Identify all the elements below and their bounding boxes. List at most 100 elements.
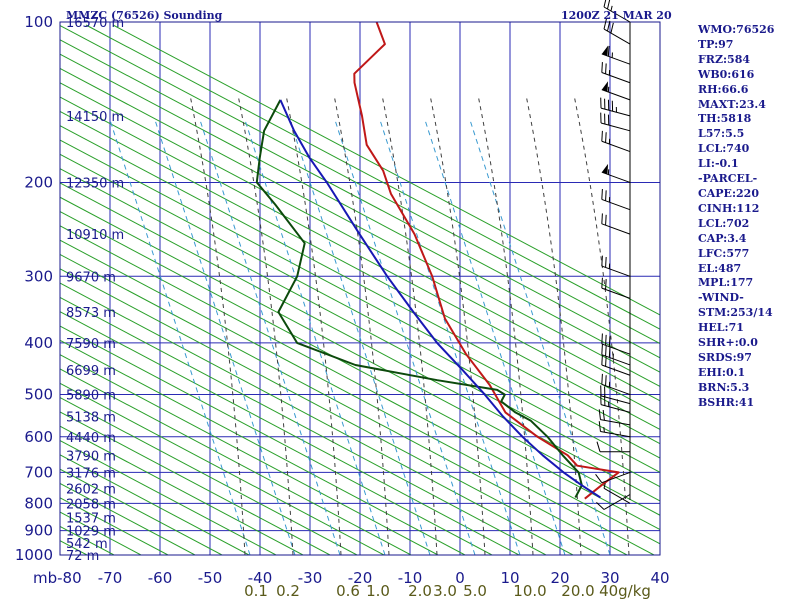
dry-adiabat <box>60 239 655 555</box>
wind-barb <box>598 409 631 426</box>
stat-line: RH:66.6 <box>698 82 749 96</box>
mixing-ratio-tick-label: 5.0 <box>463 582 487 600</box>
wind-barb-feather <box>608 336 611 347</box>
wind-barb-feather <box>601 333 603 344</box>
dry-adiabat <box>60 339 466 555</box>
wind-barb-feather <box>601 62 603 73</box>
temperature-tick-label: -50 <box>198 569 223 587</box>
dry-adiabat <box>60 67 660 388</box>
wind-barb <box>601 45 631 65</box>
dry-adiabat <box>60 325 493 555</box>
dry-adiabat <box>60 39 660 359</box>
wind-barb-staff <box>601 223 631 235</box>
pressure-tick-label: 700 <box>24 463 53 481</box>
sounding-traces <box>255 22 620 500</box>
temperature-tick-label: 10 <box>500 569 519 587</box>
dry-adiabat <box>60 168 660 488</box>
stat-line: L57:5.5 <box>698 127 745 141</box>
stat-line: BSHR:41 <box>698 395 755 409</box>
wind-barb <box>600 112 631 132</box>
dry-adiabat <box>60 53 660 373</box>
wind-barb <box>601 130 631 153</box>
dry-adiabat <box>60 411 331 555</box>
dry-adiabat <box>60 82 660 402</box>
mixing-ratio-tick-label: 0.6 <box>336 582 360 600</box>
dry-adiabat <box>60 139 660 459</box>
wind-barb <box>603 0 631 23</box>
dry-adiabat <box>112 24 660 316</box>
wind-barb-staff <box>601 471 631 484</box>
temperature-tick-label: -60 <box>148 569 173 587</box>
stat-line: MAXT:23.4 <box>698 97 766 111</box>
wind-barb <box>601 81 631 101</box>
wind-barb-feather <box>601 255 603 267</box>
dry-adiabat <box>60 268 601 555</box>
wind-barb-feather <box>606 0 611 10</box>
pressure-tick-label: 600 <box>24 428 53 446</box>
wind-barb-staff <box>601 53 631 65</box>
wind-barb-staff <box>600 419 631 426</box>
mixing-ratio-line <box>199 119 341 555</box>
wind-barb-feather <box>602 409 605 421</box>
wind-barb-staff <box>601 265 631 277</box>
stats-panel: WMO:76526 TP:97 FRZ:584 WB0:616 RH:66.6 MAXT:… <box>698 23 774 411</box>
height-label: 8573 m <box>66 306 116 321</box>
wind-barb-half-feather <box>603 426 605 433</box>
mixing-ratio-tick-label: 1.0 <box>366 582 390 600</box>
temperature-tick-label: -40 <box>248 569 273 587</box>
wind-barb-feather <box>605 279 607 290</box>
wind-barb-feather <box>608 346 611 358</box>
height-label: 5138 m <box>66 411 116 426</box>
moist-adiabat <box>189 94 246 555</box>
wind-barb-feather <box>607 45 610 57</box>
wind-barb <box>598 421 631 438</box>
wind-barb-feather <box>601 213 603 224</box>
height-label: 1029 m <box>66 525 116 540</box>
pressure-tick-label: 800 <box>24 494 53 512</box>
mixing-ratio-line <box>289 119 431 555</box>
wind-barb-staff <box>601 287 631 299</box>
stat-line: LFC:577 <box>698 246 750 260</box>
wind-barb-feather <box>596 441 601 452</box>
dry-adiabat <box>60 368 412 555</box>
stat-line: BRN:5.3 <box>698 380 750 394</box>
mixing-ratio-tick-label: 20.0 <box>561 582 594 600</box>
wind-barb <box>601 333 631 355</box>
mixing-ratio-line <box>109 119 251 555</box>
stat-line: FRZ:584 <box>698 52 751 66</box>
height-label: 16570 m <box>66 16 124 31</box>
wind-barb-staff <box>600 404 631 413</box>
wind-barb-staff <box>601 72 631 84</box>
dry-adiabat <box>85 24 660 330</box>
wind-barb <box>601 62 631 84</box>
wind-barb-feather <box>605 375 607 386</box>
wind-barb-staff <box>603 28 631 45</box>
height-label: 4440 m <box>66 431 116 446</box>
wind-barb-feather <box>605 345 607 357</box>
wind-barb <box>595 471 631 484</box>
wind-barb-feather <box>601 277 603 289</box>
background-grid <box>60 22 660 555</box>
dry-adiabat <box>60 153 660 473</box>
wind-barb-staff <box>601 89 631 101</box>
dry-adiabat <box>60 96 660 416</box>
wind-barb-half-feather <box>610 5 613 12</box>
wind-barb-staff <box>601 383 631 396</box>
wind-barb-feather <box>596 501 605 510</box>
temperature-tick-label: 20 <box>550 569 569 587</box>
wind-barb-staff <box>600 395 631 405</box>
dry-adiabat <box>60 397 358 555</box>
pressure-tick-label: 400 <box>24 334 53 352</box>
wind-barb-feather <box>603 18 607 30</box>
moist-adiabat <box>525 94 582 555</box>
dry-adiabat <box>60 196 660 516</box>
wind-barb-staff <box>603 494 631 510</box>
stat-line: TP:97 <box>698 37 734 51</box>
dry-adiabat <box>60 282 574 555</box>
dry-adiabat <box>60 425 304 555</box>
mixing-ratio-tick-label: 0.2 <box>276 582 300 600</box>
mixing-ratio-line <box>424 119 566 555</box>
temperature-trace <box>353 22 620 500</box>
mixing-ratio-tick-label: 3.0 <box>433 582 457 600</box>
